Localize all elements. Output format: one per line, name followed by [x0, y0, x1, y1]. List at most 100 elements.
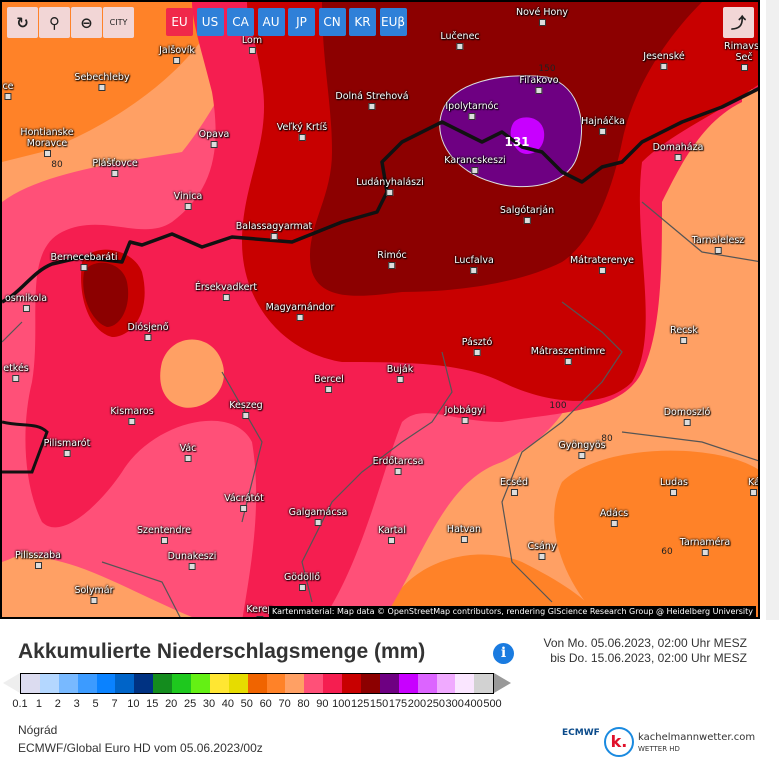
ecmwf-logo: ECMWF [562, 728, 600, 738]
info-icon[interactable]: i [493, 643, 514, 664]
refresh-button[interactable]: ↻ [7, 7, 38, 38]
city-name: Recsk [670, 325, 698, 336]
model-run: ECMWF/Global Euro HD vom 05.06.2023/00z [18, 741, 263, 755]
region-tab-euβ[interactable]: EUβ [379, 8, 407, 36]
city-label: Pásztó [462, 337, 492, 356]
brand-name[interactable]: kachelmannwetter.com WETTER HD [638, 732, 755, 755]
city-marker [248, 47, 256, 54]
city-labels-toggle-button[interactable]: CITY [103, 7, 134, 38]
city-marker [578, 452, 586, 459]
region-name: Nógrád [18, 723, 58, 737]
city-label: Tarnalelesz [692, 235, 744, 254]
city-label: Jesenské [643, 51, 685, 70]
city-name: Hatvan [446, 524, 482, 535]
city-name: Hajnáčka [581, 116, 625, 127]
brand-url: kachelmannwetter.com [638, 732, 756, 743]
city-name: Lom [241, 35, 263, 46]
city-marker [394, 468, 402, 475]
region-tab-ca[interactable]: CA [227, 8, 254, 36]
legend-swatch [115, 674, 135, 693]
legend-swatch [153, 674, 173, 693]
region-tab-kr[interactable]: KR [349, 8, 376, 36]
city-marker [256, 616, 264, 617]
city-name: Nové Hony [515, 7, 569, 18]
contour-label: 80 [51, 160, 63, 170]
city-label: Mátraszentimre [531, 346, 605, 365]
city-label: Hontianske Moravce [12, 127, 82, 157]
city-marker [173, 57, 181, 64]
city-name: Bernecebaráti [50, 252, 118, 263]
city-label: ce [2, 81, 14, 100]
location-pin-button[interactable]: ⚲ [39, 7, 70, 38]
city-name: ce [2, 81, 14, 92]
share-button[interactable]: ⤴ [723, 7, 754, 38]
legend-label: 20 [165, 698, 178, 710]
city-label: Kartal [378, 525, 406, 544]
city-name: Opava [198, 129, 230, 140]
city-label: Hatvan [447, 524, 481, 543]
legend-swatch [191, 674, 210, 693]
city-marker [43, 150, 51, 157]
city-name: Diósjenő [127, 322, 169, 333]
brand-sub: WETTER HD [638, 745, 680, 753]
zoom-out-button[interactable]: ⊖ [71, 7, 102, 38]
city-name: Gyöngyös [558, 440, 606, 451]
region-tab-cn[interactable]: CN [318, 8, 346, 36]
period-from: Von Mo. 05.06.2023, 02:00 Uhr MESZ [543, 636, 747, 650]
city-name: Domaháza [652, 142, 704, 153]
city-label: Ecséd [500, 477, 528, 496]
legend-label: 30 [202, 698, 216, 710]
kachelmann-logo[interactable]: k. [604, 727, 634, 757]
city-marker [222, 294, 230, 301]
legend-label: 2 [54, 698, 61, 710]
legend-swatch [247, 674, 267, 693]
city-label: Gödöllő [284, 572, 320, 591]
city-name: Galgamácsa [288, 507, 348, 518]
city-marker [680, 337, 688, 344]
legend-label: 100 [332, 698, 351, 710]
legend-swatch [398, 674, 418, 693]
legend-label: 70 [278, 698, 291, 710]
period-to: bis Do. 15.06.2023, 02:00 Uhr MESZ [550, 651, 747, 665]
region-tab-eu[interactable]: EU [166, 8, 193, 36]
city-marker [538, 19, 546, 26]
city-marker [535, 87, 543, 94]
city-label: Ludányhalászi [356, 177, 424, 196]
legend-swatch [304, 674, 324, 693]
legend-label: 15 [146, 698, 159, 710]
city-label: Dunakeszi [168, 551, 216, 570]
city-name: Bercel [314, 374, 344, 385]
city-name: Buják [386, 364, 414, 375]
legend-label: 90 [316, 698, 329, 710]
city-name: Hontianske Moravce [20, 127, 74, 149]
city-label: Gyöngyös [558, 440, 606, 459]
city-marker [22, 305, 30, 312]
city-label: Mátraterenye [570, 255, 634, 274]
city-marker [296, 314, 304, 321]
precipitation-map[interactable]: Nové Hony Lom Jalšovík Lučenec Jesenské Rimav… [0, 0, 760, 619]
city-marker [461, 417, 469, 424]
contour-label: 100 [549, 401, 567, 411]
region-tab-au[interactable]: AU [257, 8, 285, 36]
city-marker [34, 562, 42, 569]
city-name: Karancskeszi [444, 155, 506, 166]
legend-label: 175 [388, 698, 408, 710]
city-marker [460, 536, 468, 543]
city-label: Jobbágyi [445, 405, 485, 424]
legend-label: 7 [111, 698, 118, 710]
legend-swatch [39, 674, 59, 693]
legend-swatch [209, 674, 229, 693]
city-name: Jalšovík [159, 45, 195, 56]
legend-swatch [342, 674, 362, 693]
city-label: Szentendre [137, 525, 191, 544]
region-tab-jp[interactable]: JP [288, 8, 315, 36]
precipitation-field [2, 2, 758, 617]
city-name: Erdőtarcsa [372, 456, 424, 467]
scrollbar[interactable] [766, 0, 779, 620]
city-marker [538, 553, 546, 560]
region-tab-us[interactable]: US [196, 8, 224, 36]
city-marker [468, 113, 476, 120]
legend-swatch [172, 674, 192, 693]
legend-label: 250 [426, 698, 445, 710]
city-marker [701, 549, 709, 556]
